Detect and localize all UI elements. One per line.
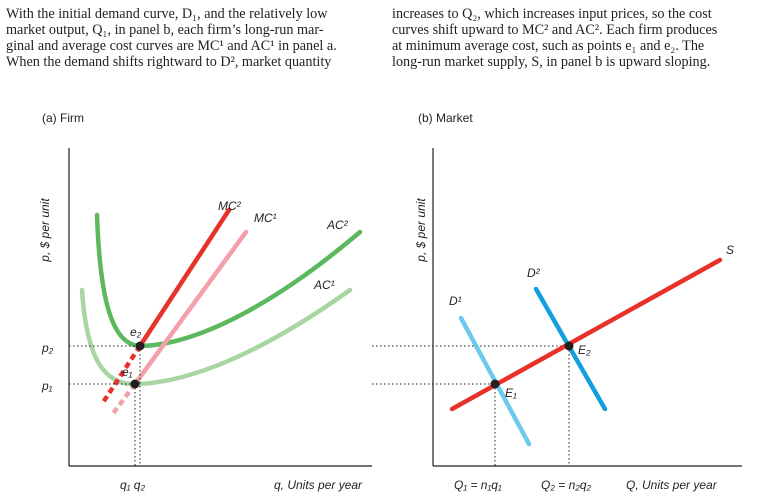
point-E1 <box>490 379 500 389</box>
paragraph-right-column: increases to Q₂, which increases input p… <box>392 6 762 70</box>
paragraph-line: ginal and average cost curves are MC¹ an… <box>6 38 337 54</box>
mc1-dashed-extension <box>110 382 137 417</box>
panel-b-title: (b) Market <box>418 111 473 125</box>
paragraph-line: market output, Q₁, in panel b, each firm… <box>6 22 324 38</box>
Q1-tick-label: Q₁ = n₁q₁ <box>454 478 502 492</box>
panel-b-y-axis-label: p, $ per unit <box>414 198 428 263</box>
panel-a: (a) Firm p, $ per unit p₂ p₁ q₁ q₂ q, Un… <box>38 111 372 492</box>
s-label: S <box>726 243 734 257</box>
ac1-curve <box>79 287 353 387</box>
e2-label: e₂ <box>130 325 142 339</box>
paragraph-line: long-run market supply, S, in panel b is… <box>392 54 711 70</box>
mc1-curve <box>132 229 249 387</box>
p2-tick-label: p₂ <box>41 341 54 355</box>
p1-tick-label: p₁ <box>41 379 53 393</box>
ac1-label: AC¹ <box>313 278 335 292</box>
paragraph-line: With the initial demand curve, D₁, and t… <box>6 6 328 22</box>
mc2-dashed-extension <box>100 344 142 406</box>
panel-b-x-axis-label: Q, Units per year <box>626 478 718 492</box>
ac2-label: AC² <box>326 218 349 232</box>
paragraph-line: curves shift upward to MC² and AC². Each… <box>392 22 718 38</box>
point-e2 <box>135 341 145 351</box>
q-tick-labels: q₁ q₂ <box>120 478 145 492</box>
mc2-label: MC² <box>218 199 242 213</box>
Q2-tick-label: Q₂ = n₂q₂ <box>541 478 592 492</box>
mc2-curve <box>137 207 232 349</box>
paragraph-line: increases to Q₂, which increases input p… <box>392 6 712 22</box>
panel-a-title: (a) Firm <box>42 111 84 125</box>
panel-a-y-axis-label: p, $ per unit <box>38 198 52 263</box>
paragraph-left-column: With the initial demand curve, D₁, and t… <box>6 6 378 70</box>
E1-label: E₁ <box>505 386 517 400</box>
d1-label: D¹ <box>449 294 462 308</box>
panel-b: (b) Market p, $ per unit D¹ D² S E₁ E₂ Q… <box>372 111 742 492</box>
ac2-curve <box>94 212 363 349</box>
E2-label: E₂ <box>578 343 591 357</box>
paragraph-line: When the demand shifts rightward to D², … <box>6 54 332 70</box>
panel-a-x-axis-label: q, Units per year <box>274 478 363 492</box>
e1-label: e₁ <box>122 365 133 379</box>
point-e1 <box>130 379 140 389</box>
paragraph-line: at minimum average cost, such as points … <box>392 38 705 54</box>
mc1-label: MC¹ <box>254 211 277 225</box>
d2-label: D² <box>527 266 541 280</box>
point-E2 <box>564 341 574 351</box>
